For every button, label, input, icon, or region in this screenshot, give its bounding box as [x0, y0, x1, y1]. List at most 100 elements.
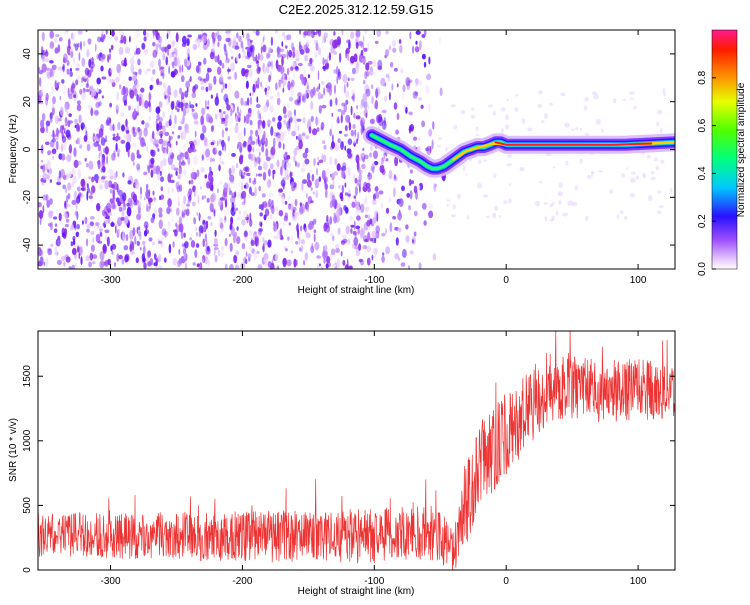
noise-blob — [360, 41, 363, 48]
noise-blob — [269, 199, 274, 204]
noise-blob — [276, 135, 281, 143]
noise-blob — [226, 104, 231, 111]
noise-blob — [248, 186, 252, 195]
noise-blob — [269, 95, 274, 100]
noise-blob — [244, 69, 249, 78]
noise-blob — [351, 201, 356, 208]
noise-blob — [408, 111, 413, 116]
noise-blob — [428, 210, 434, 219]
noise-blob — [336, 202, 342, 212]
noise-blob — [324, 63, 329, 70]
noise-blob — [85, 88, 90, 93]
noise-blob — [171, 100, 175, 110]
noise-blob — [347, 193, 351, 197]
noise-blob — [206, 245, 210, 252]
noise-blob — [196, 263, 200, 268]
noise-blob — [76, 74, 81, 81]
noise-blob — [366, 220, 371, 227]
noise-blob — [132, 227, 136, 237]
haze-blob — [601, 128, 604, 133]
noise-blob — [348, 188, 351, 199]
noise-blob — [367, 60, 373, 65]
noise-blob — [115, 76, 120, 83]
noise-blob — [320, 93, 324, 99]
noise-blob — [405, 77, 411, 87]
noise-blob — [384, 95, 388, 102]
noise-blob — [256, 250, 260, 255]
noise-blob — [49, 30, 55, 39]
noise-blob — [61, 79, 65, 84]
noise-blob — [238, 117, 241, 123]
noise-blob — [99, 53, 102, 58]
haze-blob — [629, 177, 636, 183]
noise-blob — [161, 228, 167, 236]
noise-blob — [167, 85, 171, 95]
noise-blob — [231, 152, 236, 157]
noise-blob — [276, 159, 280, 168]
noise-blob — [409, 31, 412, 40]
haze-blob — [656, 121, 660, 127]
noise-blob — [272, 169, 276, 175]
noise-blob — [167, 44, 172, 50]
noise-blob — [200, 78, 205, 82]
noise-blob — [373, 251, 377, 259]
noise-blob — [80, 178, 86, 188]
noise-blob — [337, 39, 341, 48]
noise-blob — [261, 193, 266, 198]
noise-blob — [396, 112, 400, 121]
noise-blob — [214, 255, 218, 263]
noise-blob — [364, 206, 370, 212]
noise-blob — [256, 96, 259, 103]
noise-blob — [261, 144, 265, 153]
noise-blob — [356, 179, 362, 187]
noise-blob — [271, 258, 274, 266]
noise-blob — [99, 260, 105, 269]
noise-blob — [255, 148, 261, 152]
noise-blob — [243, 230, 248, 238]
noise-blob — [95, 89, 99, 93]
noise-blob — [196, 212, 199, 216]
noise-blob — [235, 163, 239, 169]
noise-blob — [68, 266, 72, 269]
noise-blob — [331, 112, 334, 117]
noise-blob — [318, 83, 321, 90]
noise-blob — [49, 60, 54, 64]
noise-blob — [140, 137, 145, 148]
noise-blob — [281, 56, 284, 66]
noise-blob — [275, 59, 279, 70]
noise-blob — [40, 45, 44, 54]
noise-blob — [414, 46, 420, 53]
noise-blob — [183, 249, 186, 260]
noise-blob — [321, 266, 323, 269]
noise-blob — [395, 129, 399, 135]
noise-blob — [350, 105, 353, 116]
noise-blob — [178, 223, 184, 233]
noise-blob — [83, 40, 86, 47]
noise-blob — [388, 197, 392, 203]
noise-blob — [369, 118, 375, 125]
noise-blob — [308, 126, 312, 134]
noise-blob — [348, 265, 353, 269]
noise-blob — [152, 68, 156, 75]
noise-blob — [63, 141, 67, 151]
noise-blob — [88, 261, 92, 268]
noise-blob — [186, 47, 190, 58]
noise-blob — [195, 65, 200, 73]
noise-blob — [124, 215, 129, 224]
noise-blob — [399, 44, 403, 54]
noise-blob — [70, 241, 74, 247]
haze-blob — [543, 202, 548, 205]
noise-blob — [201, 228, 204, 234]
noise-blob — [219, 59, 222, 66]
noise-blob — [412, 90, 418, 99]
noise-blob — [178, 71, 184, 77]
noise-blob — [72, 175, 77, 184]
noise-blob — [389, 222, 393, 233]
noise-blob — [240, 192, 244, 200]
noise-blob — [373, 150, 378, 159]
noise-blob — [158, 116, 163, 123]
heatmap-ytick-label: -40 — [22, 237, 33, 252]
noise-blob — [336, 117, 340, 124]
haze-blob — [621, 173, 626, 178]
haze-blob — [446, 199, 451, 202]
